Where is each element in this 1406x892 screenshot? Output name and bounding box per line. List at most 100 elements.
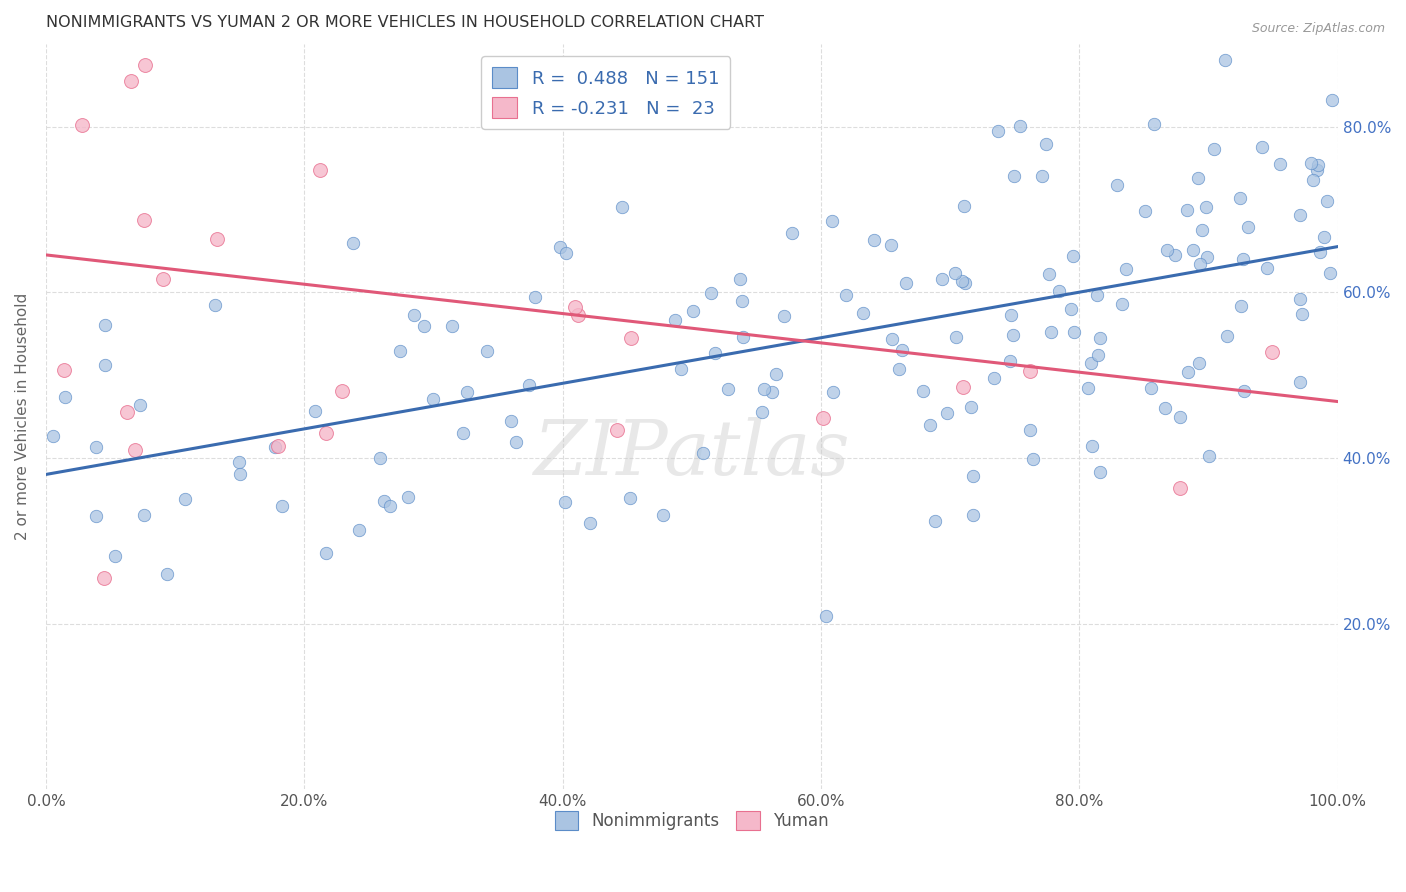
Point bbox=[555, 245, 578, 260]
Point bbox=[134, 508, 156, 522]
Point bbox=[1002, 169, 1025, 183]
Point bbox=[619, 491, 641, 505]
Point bbox=[945, 330, 967, 344]
Point bbox=[952, 380, 974, 394]
Point bbox=[1031, 169, 1053, 184]
Point bbox=[1047, 284, 1070, 298]
Point bbox=[754, 382, 776, 396]
Point bbox=[813, 411, 835, 425]
Point bbox=[263, 440, 285, 454]
Point bbox=[152, 272, 174, 286]
Point bbox=[1232, 252, 1254, 266]
Text: Source: ZipAtlas.com: Source: ZipAtlas.com bbox=[1251, 22, 1385, 36]
Point bbox=[943, 266, 966, 280]
Point bbox=[962, 508, 984, 522]
Point bbox=[52, 363, 75, 377]
Point bbox=[887, 362, 910, 376]
Point bbox=[564, 300, 586, 314]
Point bbox=[402, 309, 425, 323]
Point bbox=[1002, 327, 1025, 342]
Point bbox=[1213, 54, 1236, 68]
Point bbox=[1215, 329, 1237, 343]
Point bbox=[1135, 204, 1157, 219]
Point bbox=[413, 319, 436, 334]
Point bbox=[1168, 481, 1191, 495]
Point bbox=[396, 490, 419, 504]
Point bbox=[315, 546, 337, 560]
Text: NONIMMIGRANTS VS YUMAN 2 OR MORE VEHICLES IN HOUSEHOLD CORRELATION CHART: NONIMMIGRANTS VS YUMAN 2 OR MORE VEHICLE… bbox=[46, 15, 763, 30]
Point bbox=[93, 571, 115, 585]
Point bbox=[1320, 93, 1343, 107]
Point bbox=[1302, 173, 1324, 187]
Point bbox=[1198, 449, 1220, 463]
Point bbox=[204, 298, 226, 312]
Point bbox=[911, 384, 934, 399]
Point bbox=[1143, 117, 1166, 131]
Point bbox=[1000, 353, 1022, 368]
Point bbox=[918, 418, 941, 433]
Point bbox=[129, 399, 152, 413]
Point bbox=[1306, 163, 1329, 178]
Point bbox=[1164, 247, 1187, 261]
Point bbox=[682, 304, 704, 318]
Point bbox=[53, 391, 76, 405]
Point bbox=[70, 118, 93, 132]
Point bbox=[1195, 250, 1218, 264]
Point bbox=[271, 499, 294, 513]
Point bbox=[1181, 243, 1204, 257]
Point bbox=[1204, 142, 1226, 156]
Point bbox=[880, 237, 903, 252]
Point bbox=[304, 404, 326, 418]
Point bbox=[987, 124, 1010, 138]
Point bbox=[1088, 465, 1111, 479]
Point bbox=[1288, 208, 1310, 222]
Text: ZIPatlas: ZIPatlas bbox=[533, 417, 851, 491]
Point bbox=[567, 309, 589, 323]
Point bbox=[1062, 249, 1084, 263]
Point bbox=[115, 405, 138, 419]
Point bbox=[1087, 347, 1109, 361]
Point bbox=[477, 343, 499, 358]
Point bbox=[1019, 364, 1042, 378]
Point bbox=[205, 232, 228, 246]
Point bbox=[821, 384, 844, 399]
Point bbox=[765, 367, 787, 381]
Point bbox=[780, 226, 803, 240]
Point bbox=[692, 446, 714, 460]
Point bbox=[717, 382, 740, 396]
Point bbox=[124, 442, 146, 457]
Point bbox=[1085, 288, 1108, 302]
Point bbox=[1175, 202, 1198, 217]
Point bbox=[579, 516, 602, 530]
Point bbox=[330, 384, 353, 399]
Point bbox=[1191, 223, 1213, 237]
Point bbox=[731, 294, 754, 309]
Point bbox=[924, 515, 946, 529]
Point bbox=[1261, 345, 1284, 359]
Point bbox=[309, 163, 332, 178]
Point bbox=[86, 508, 108, 523]
Point bbox=[86, 440, 108, 454]
Point bbox=[852, 306, 875, 320]
Point bbox=[761, 384, 783, 399]
Point bbox=[1035, 136, 1057, 151]
Point bbox=[548, 239, 571, 253]
Point bbox=[389, 344, 412, 359]
Point bbox=[554, 495, 576, 509]
Point bbox=[1233, 384, 1256, 399]
Point bbox=[931, 272, 953, 286]
Point bbox=[505, 435, 527, 450]
Point bbox=[983, 371, 1005, 385]
Point bbox=[1256, 261, 1278, 276]
Point bbox=[1316, 194, 1339, 208]
Point bbox=[1306, 158, 1329, 172]
Y-axis label: 2 or more Vehicles in Household: 2 or more Vehicles in Household bbox=[15, 293, 30, 540]
Point bbox=[863, 233, 886, 247]
Point bbox=[499, 414, 522, 428]
Point bbox=[1115, 261, 1137, 276]
Point bbox=[451, 425, 474, 440]
Point bbox=[422, 392, 444, 406]
Point bbox=[120, 74, 142, 88]
Point bbox=[1187, 171, 1209, 186]
Point bbox=[606, 423, 628, 437]
